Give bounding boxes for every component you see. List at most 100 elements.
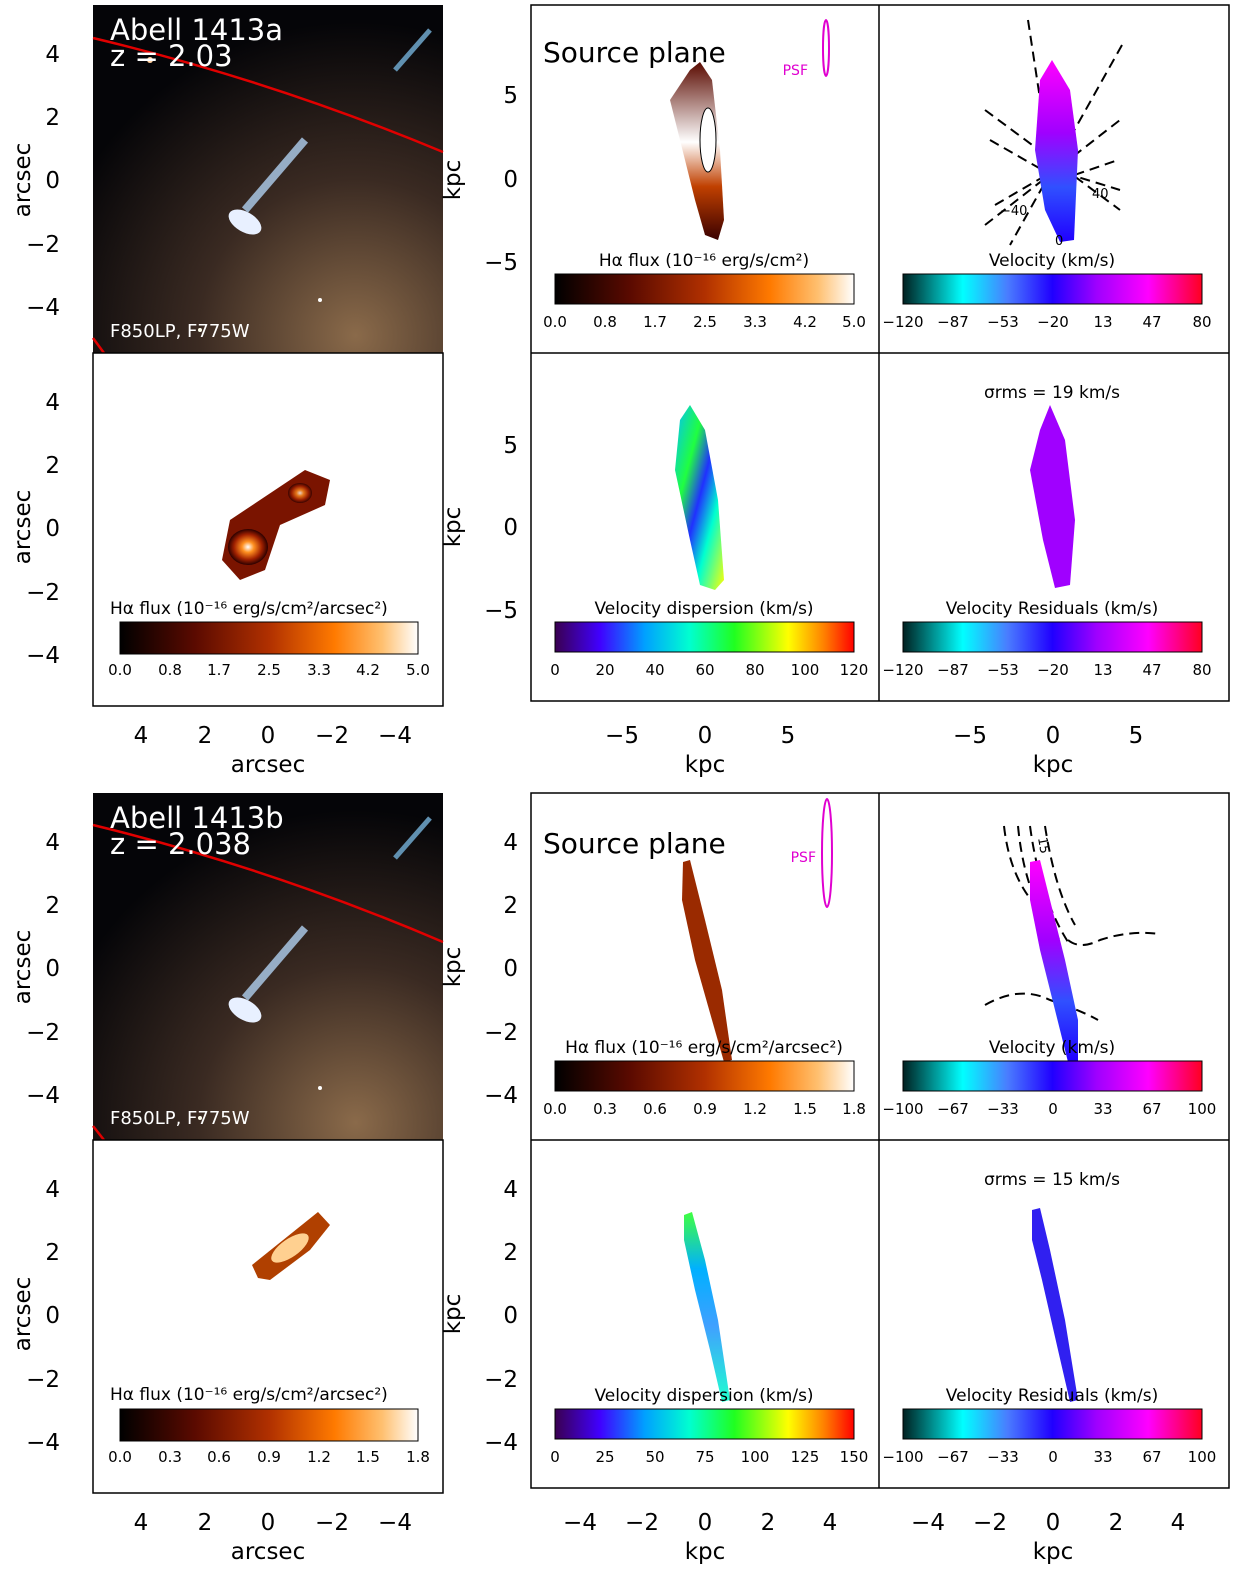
axis-label-kpc: kpc [1033,1539,1074,1565]
colorbar-flux-a-source [554,273,855,305]
tick: −2 [26,232,60,258]
cb-tick: 13 [1093,313,1112,331]
sigma-rms-a: σrms = 19 km/s [984,383,1120,403]
tick: −4 [26,643,60,669]
galaxy-name-a: Abell 1413a [110,13,283,47]
cb-tick: 0.0 [108,1448,132,1466]
tick: −2 [315,723,349,749]
cb-tick: 25 [595,1448,614,1466]
tick: 2 [1109,1510,1124,1536]
cb-tick: 1.2 [743,1100,767,1118]
cb-tick: −33 [987,1100,1019,1118]
cb-tick: 0.6 [643,1100,667,1118]
tick: −4 [378,723,412,749]
tick: 5 [503,433,518,459]
contour-label: 15 [1034,836,1052,855]
image-plane-flux-panel-a: Hα flux (10⁻¹⁶ erg/s/cm²/arcsec²) 0.0 0.… [92,352,444,707]
cb-tick: 2.5 [693,313,717,331]
colorbar-flux-a-image [119,621,419,655]
cb-tick: −100 [882,1448,923,1466]
tick: −4 [26,295,60,321]
tick: −4 [26,1430,60,1456]
tick: 0 [45,956,60,982]
cb-tick: 0.6 [207,1448,231,1466]
psf-label-a: PSF [783,63,808,79]
tick: −2 [973,1510,1007,1536]
cb-tick: 5.0 [406,661,430,679]
cb-tick: 20 [595,661,614,679]
tick: 0 [45,516,60,542]
flux-label-b-source: Hα flux (10⁻¹⁶ erg/s/cm²/arcsec²) [565,1038,843,1058]
cb-tick: 100 [741,1448,770,1466]
tick: −2 [315,1510,349,1536]
dispersion-label-b: Velocity dispersion (km/s) [594,1386,813,1406]
tick: 0 [45,1303,60,1329]
tick: −5 [484,598,518,624]
tick: 0 [503,515,518,541]
cb-tick: 1.5 [356,1448,380,1466]
contour-label: 0 [1055,234,1063,249]
axis-label-kpc: kpc [685,752,726,778]
tick: 2 [45,453,60,479]
contour-label: −40 [1000,204,1027,219]
kpc-axes-b: 4 2 0 −2 −4 4 2 0 −2 −4 kpc kpc −4 −2 0 … [440,830,1185,1565]
x-axis-arcsec-b: 4 2 0 −2 −4 arcsec [134,1510,412,1565]
cb-tick: −20 [1037,313,1069,331]
cb-tick: 67 [1142,1100,1161,1118]
cb-tick: 100 [1188,1100,1217,1118]
y-axis-arcsec-a1: 4 2 0 −2 −4 arcsec [10,42,60,321]
colorbar-residual-b [902,1408,1203,1440]
tick: 4 [823,1510,838,1536]
cb-tick: 0.0 [108,661,132,679]
colorbar-dispersion-b [554,1408,855,1440]
hst-image-panel-a: Abell 1413a z = 2.03 F850LP, F775W [91,5,444,354]
tick: 4 [1171,1510,1186,1536]
tick: −5 [484,250,518,276]
tick: 0 [503,1303,518,1329]
sigma-rms-b: σrms = 15 km/s [984,1170,1120,1190]
cb-tick: 0 [1048,1100,1058,1118]
residual-label-a: Velocity Residuals (km/s) [946,599,1158,619]
axis-label-arcsec: arcsec [10,1277,36,1351]
colorbar-residual-a [902,621,1203,653]
tick: 2 [45,1240,60,1266]
cb-tick: 150 [840,1448,869,1466]
tick: −2 [26,1367,60,1393]
cb-tick: 67 [1142,1448,1161,1466]
cb-tick: 0 [1048,1448,1058,1466]
cb-tick: 1.2 [307,1448,331,1466]
tick: 2 [503,1240,518,1266]
cb-tick: 0.9 [693,1100,717,1118]
tick: 4 [503,1177,518,1203]
axis-label-arcsec: arcsec [10,143,36,217]
filters-a: F850LP, F775W [110,321,250,342]
cb-tick: 100 [791,661,820,679]
filters-b: F850LP, F775W [110,1108,250,1129]
y-axis-arcsec-b1: 4 2 0 −2 −4 arcsec [10,830,60,1109]
axis-label-arcsec: arcsec [231,752,305,778]
cb-tick: 2.5 [257,661,281,679]
cb-tick: 3.3 [743,313,767,331]
flux-label-b-image: Hα flux (10⁻¹⁶ erg/s/cm²/arcsec²) [110,1385,388,1405]
hst-image-panel-b: Abell 1413b z = 2.038 F850LP, F775W [92,793,444,1141]
colorbar-flux-b-image [119,1408,419,1442]
x-axis-arcsec-a: 4 2 0 −2 −4 arcsec [134,723,412,778]
tick: −4 [484,1083,518,1109]
tick: −4 [484,1430,518,1456]
source-plane-panels-a: Source plane PSF Hα flux (10⁻¹⁶ erg/s/cm… [530,4,1230,702]
axis-label-arcsec: arcsec [10,930,36,1004]
image-plane-flux-panel-b: Hα flux (10⁻¹⁶ erg/s/cm²/arcsec²) 0.0 0.… [92,1139,444,1494]
cb-tick: −87 [937,313,969,331]
tick: 4 [45,830,60,856]
galaxy-name-b: Abell 1413b [110,801,284,835]
y-axis-arcsec-a2: 4 2 0 −2 −4 arcsec [10,390,60,669]
tick: −2 [484,1367,518,1393]
colorbar-velocity-b [902,1060,1203,1092]
y-axis-arcsec-b2: 4 2 0 −2 −4 arcsec [10,1177,60,1456]
axis-label-kpc: kpc [440,947,466,988]
cb-tick: −87 [937,661,969,679]
tick: 0 [45,168,60,194]
redshift-b: z = 2.038 [110,827,251,861]
tick: 4 [45,390,60,416]
